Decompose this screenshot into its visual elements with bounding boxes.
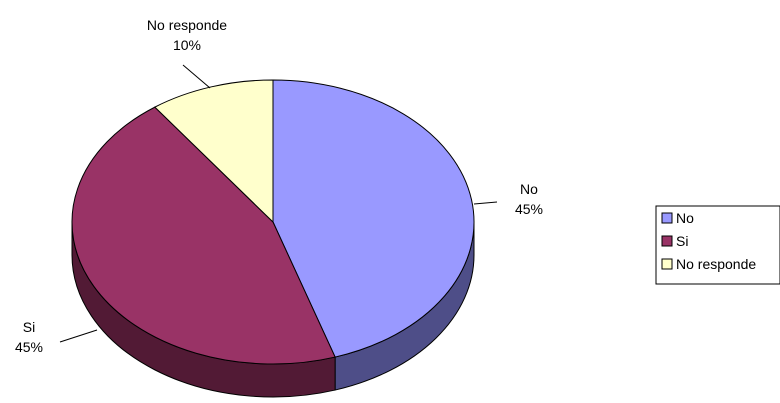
slice-label-si: Si (23, 319, 35, 335)
legend-box (655, 205, 780, 285)
slice-labels: No 45% Si 45% No responde 10% (15, 17, 543, 355)
legend-swatch-no-responde (661, 258, 673, 270)
leader-line-no-responde (182, 64, 211, 89)
pie-slice-si (71, 106, 336, 365)
slice-label-no-responde: No responde (147, 17, 227, 33)
pie-top (71, 79, 475, 365)
slice-label-no: No (520, 181, 538, 197)
legend-swatch-si (661, 235, 673, 247)
legend-label-no: No (676, 210, 694, 226)
legend-label-si: Si (676, 233, 688, 249)
slice-percent-no: 45% (515, 201, 543, 217)
pie-slice-no (272, 79, 475, 358)
leader-lines (59, 64, 498, 343)
legend: No Si No responde (655, 205, 780, 285)
legend-swatch-no (661, 212, 673, 224)
legend-label-no-responde: No responde (676, 256, 756, 272)
leader-line-si (59, 329, 98, 343)
slice-percent-no-responde: 10% (173, 37, 201, 53)
leader-line-no (473, 201, 498, 205)
pie-slice-no-responde (154, 79, 274, 224)
slice-percent-si: 45% (15, 339, 43, 355)
